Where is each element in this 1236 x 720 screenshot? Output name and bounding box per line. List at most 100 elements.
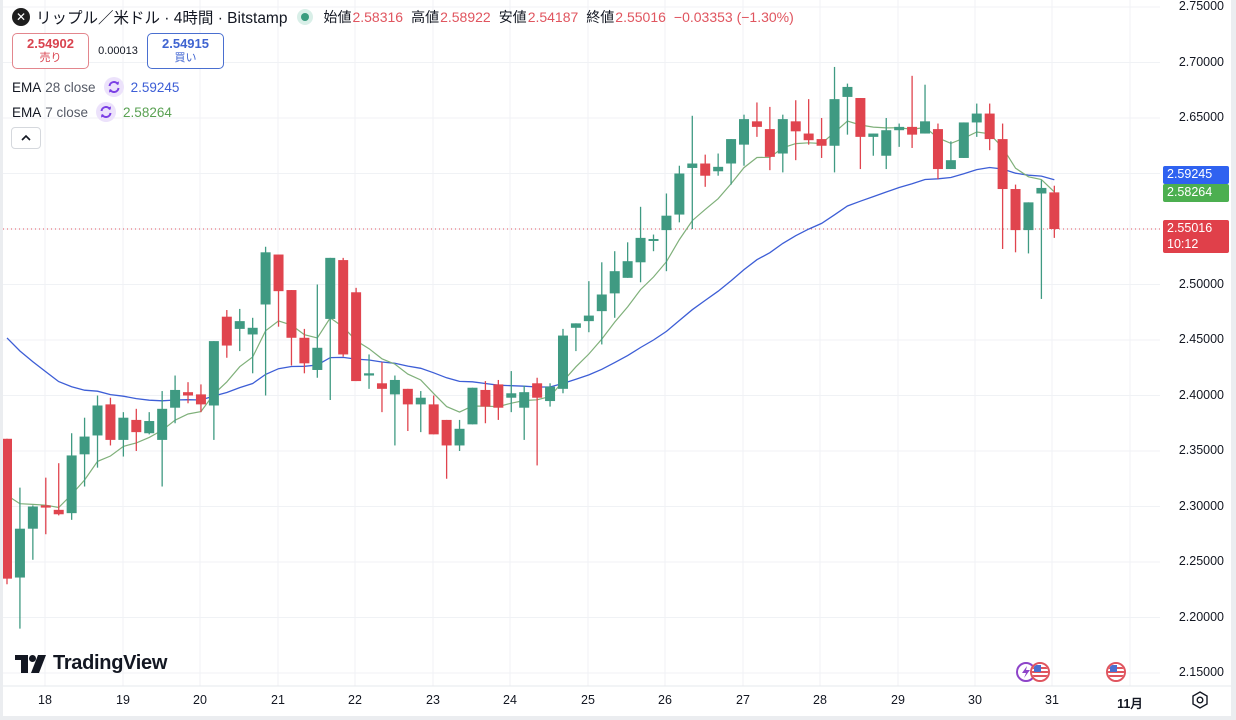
buy-label: 買い: [174, 52, 197, 65]
candle: [971, 103, 982, 137]
candle: [66, 433, 77, 520]
candle: [648, 234, 659, 252]
collapse-legend-button[interactable]: [11, 127, 41, 149]
price-axis-label: 2.20000: [1178, 609, 1224, 624]
chart-left-border: [0, 0, 3, 720]
candle: [557, 328, 568, 394]
tradingview-logo[interactable]: TradingView: [15, 652, 167, 675]
close-value: 2.55016: [615, 9, 666, 25]
price-axis-label: 2.15000: [1178, 665, 1224, 679]
price-axis-label: 2.70000: [1178, 54, 1224, 69]
time-axis-label: 28: [813, 693, 827, 707]
time-axis-label: 31: [1045, 693, 1059, 707]
open-value: 2.58316: [352, 9, 404, 25]
candle: [635, 206, 646, 283]
candle: [842, 83, 853, 135]
indicator-ema-28[interactable]: EMA 28 close 2.59245: [12, 77, 179, 97]
candle: [945, 141, 956, 170]
candle: [868, 133, 879, 156]
candle: [27, 505, 38, 560]
tradingview-logo-text: TradingView: [53, 652, 168, 674]
loading-cycle-icon: [96, 102, 117, 122]
candle: [932, 123, 943, 180]
close-label: 終値: [586, 9, 615, 25]
candle: [596, 262, 607, 345]
last-price-tag: 2.55016 10:12: [1163, 220, 1229, 253]
candle: [480, 381, 491, 424]
candle: [53, 463, 64, 516]
buy-button[interactable]: 2.54915 買い: [147, 33, 224, 69]
candle: [234, 308, 245, 352]
price-axis-label: 2.25000: [1178, 554, 1224, 568]
chevron-up-icon: [21, 134, 31, 141]
sell-label: 売り: [39, 52, 62, 65]
time-axis-label: 20: [193, 693, 207, 707]
price-axis-label: 2.30000: [1178, 498, 1224, 513]
buy-price: 2.54915: [162, 36, 209, 52]
candle: [545, 383, 556, 407]
candle: [984, 103, 995, 151]
low-label: 安値: [498, 9, 527, 25]
candle: [208, 341, 219, 440]
change-value: −0.03353 (−1.30%): [673, 9, 794, 25]
candle: [1010, 184, 1021, 253]
candle: [351, 287, 362, 382]
candle: [467, 387, 478, 425]
time-axis-label: 19: [116, 693, 130, 707]
time-axis-label: 26: [658, 693, 672, 707]
candle: [622, 242, 633, 278]
price-axis-label: 2.75000: [1178, 0, 1224, 13]
time-axis-label: 30: [968, 693, 982, 707]
candle: [402, 388, 413, 432]
candle: [519, 385, 530, 440]
candle: [40, 477, 51, 535]
candle: [570, 323, 581, 352]
candle: [1049, 185, 1060, 238]
ema-28-line: [6, 166, 1055, 402]
candle: [299, 328, 310, 374]
indicator-ema-7[interactable]: EMA 7 close 2.58264: [12, 102, 172, 122]
candle: [920, 84, 931, 134]
candle: [700, 154, 711, 187]
candle: [881, 118, 892, 170]
candle: [816, 118, 827, 158]
candle: [14, 487, 25, 629]
xrp-logo-icon: ✕: [12, 8, 30, 26]
chart-right-border: [1231, 0, 1236, 720]
candle: [144, 412, 155, 435]
candle: [441, 419, 452, 479]
candle: [247, 317, 258, 374]
time-axis-label: 11月: [1117, 697, 1143, 711]
ema-28-price-tag: 2.59245: [1163, 166, 1229, 184]
candle: [739, 114, 750, 166]
ema-7-line: [6, 120, 1055, 509]
candle: [183, 382, 194, 404]
candle: [506, 371, 517, 413]
candle: [2, 438, 12, 585]
symbol-title[interactable]: リップル／米ドル · 4時間 · Bitstamp: [36, 10, 288, 27]
candle: [1023, 202, 1034, 254]
indicator-value: 2.59245: [130, 79, 180, 95]
candle: [958, 122, 969, 158]
candle: [777, 114, 788, 173]
us-flag-event-icon[interactable]: [1030, 662, 1050, 682]
chart-bottom-border: [0, 716, 1236, 720]
candles: [2, 66, 1060, 629]
candle: [829, 66, 840, 173]
candle: [389, 375, 400, 446]
candle: [1036, 180, 1047, 299]
candle: [894, 123, 905, 147]
candle: [325, 257, 336, 400]
us-flag-event-icon[interactable]: [1106, 662, 1126, 682]
time-axis-label: 27: [736, 693, 750, 707]
candle: [364, 354, 375, 389]
time-axis-label: 29: [891, 693, 905, 707]
sell-button[interactable]: 2.54902 売り: [12, 33, 89, 69]
candle: [376, 362, 387, 413]
bar-countdown: 10:12: [1167, 236, 1199, 251]
candle: [493, 379, 504, 420]
chart-settings-gear-icon[interactable]: [1190, 690, 1210, 710]
candle: [428, 395, 439, 435]
symbol-legend: ✕ リップル／米ドル · 4時間 · Bitstamp 始値 2.58316 高…: [12, 6, 802, 28]
